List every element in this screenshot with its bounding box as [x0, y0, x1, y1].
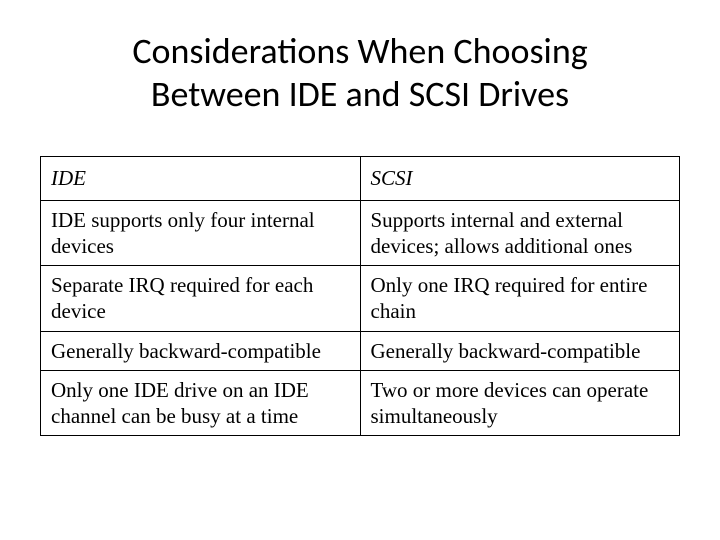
table-header-row: IDE SCSI — [41, 157, 680, 200]
comparison-table: IDE SCSI IDE supports only four internal… — [40, 156, 680, 436]
cell-ide: Separate IRQ required for each device — [41, 266, 361, 332]
table-row: IDE supports only four internal devices … — [41, 200, 680, 266]
table-row: Generally backward-compatible Generally … — [41, 331, 680, 370]
cell-scsi: Only one IRQ required for entire chain — [360, 266, 680, 332]
cell-ide: IDE supports only four internal devices — [41, 200, 361, 266]
title-line-1: Considerations When Choosing — [132, 29, 587, 73]
table-row: Separate IRQ required for each device On… — [41, 266, 680, 332]
title-line-2: Between IDE and SCSI Drives — [151, 72, 569, 116]
cell-scsi: Two or more devices can operate simultan… — [360, 370, 680, 436]
cell-ide: Only one IDE drive on an IDE channel can… — [41, 370, 361, 436]
cell-scsi: Generally backward-compatible — [360, 331, 680, 370]
slide-title: Considerations When Choosing Between IDE… — [40, 30, 680, 116]
cell-scsi: Supports internal and external devices; … — [360, 200, 680, 266]
col-header-ide: IDE — [41, 157, 361, 200]
col-header-scsi: SCSI — [360, 157, 680, 200]
table-row: Only one IDE drive on an IDE channel can… — [41, 370, 680, 436]
slide-container: Considerations When Choosing Between IDE… — [0, 0, 720, 540]
cell-ide: Generally backward-compatible — [41, 331, 361, 370]
